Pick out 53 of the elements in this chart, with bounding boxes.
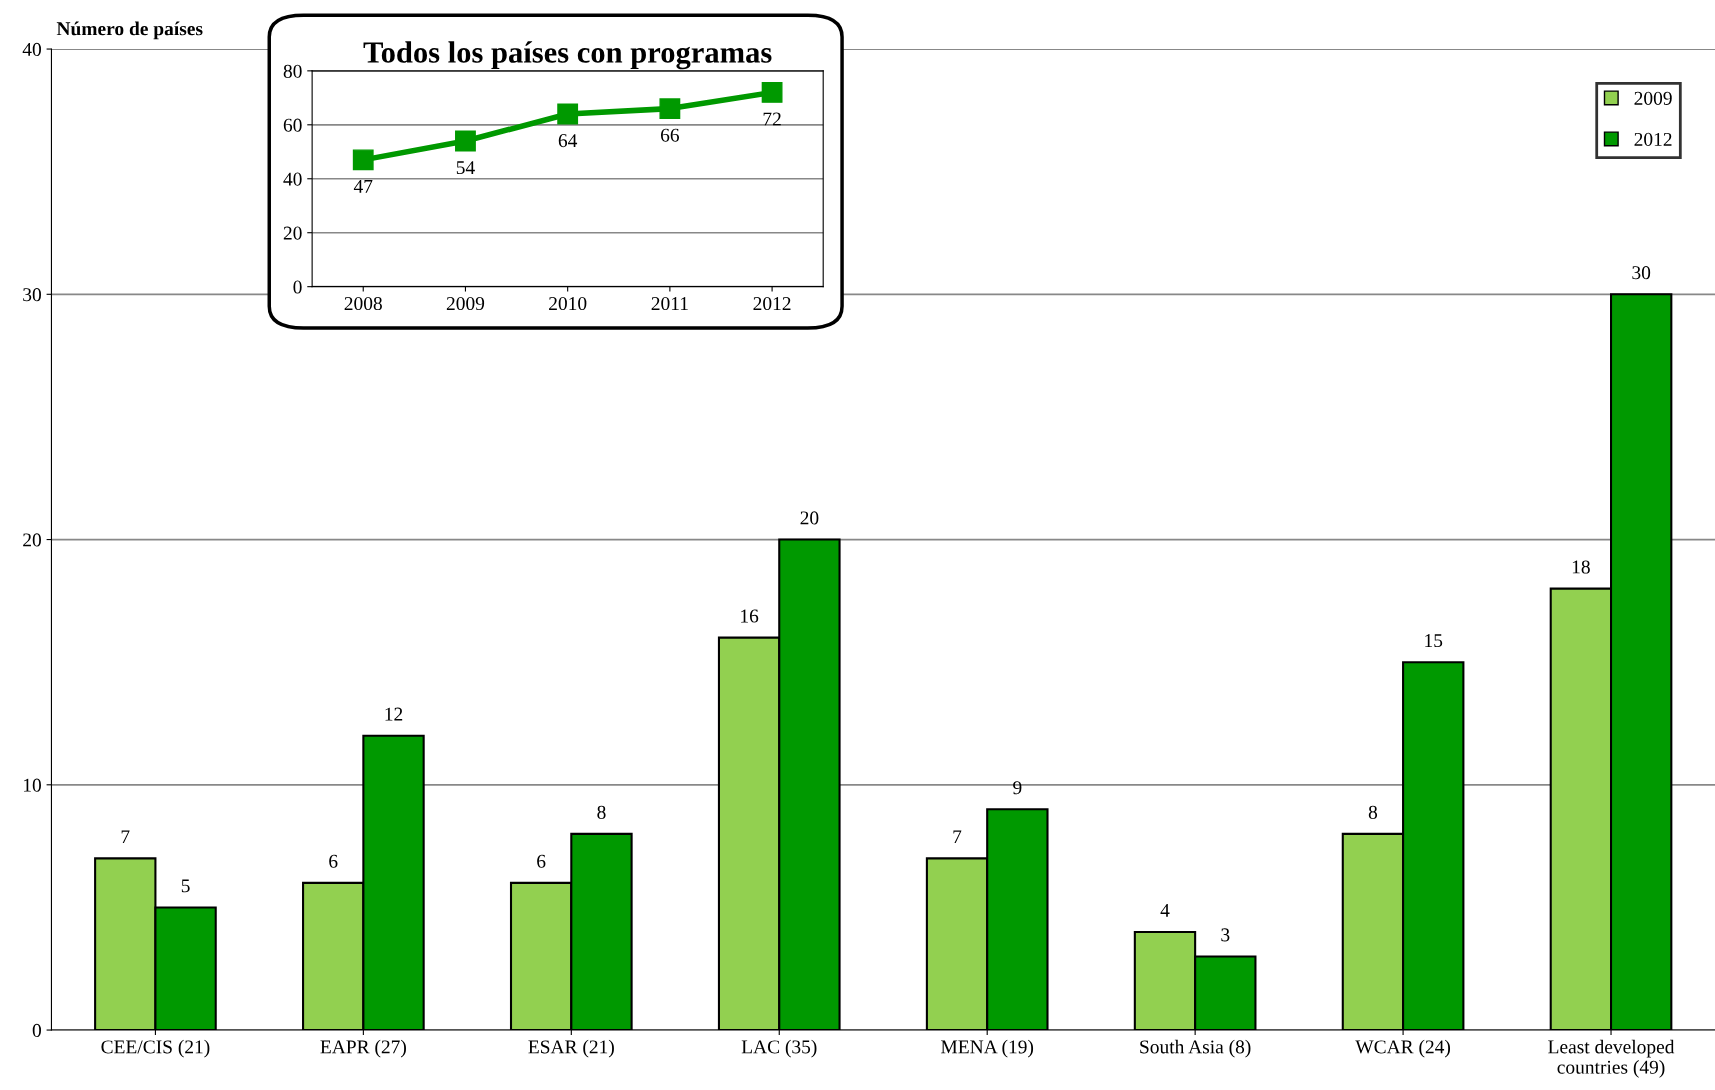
point: [352, 149, 374, 171]
point: [659, 98, 681, 120]
data-label: 6: [537, 854, 546, 868]
data-label: 47: [353, 180, 373, 193]
data-label: 3: [1221, 928, 1230, 942]
x-tick-label: EAPR (27): [320, 1039, 406, 1058]
y-tick-label: 0: [293, 280, 302, 294]
x-tick-label: WCAR (24): [1355, 1039, 1451, 1058]
y-axis-title: Número de países: [56, 21, 203, 40]
x-tick-label: 2012: [753, 296, 791, 311]
data-label: 66: [660, 128, 680, 142]
x-tick-label: CEE/CIS (21): [101, 1039, 210, 1058]
x-tick-label: LAC (35): [741, 1039, 817, 1058]
y-tick-label: 20: [23, 533, 41, 547]
point: [557, 103, 579, 125]
y-tick-label: 40: [22, 42, 41, 56]
x-tick-label: South Asia (8): [1140, 1039, 1251, 1058]
data-label: 4: [1160, 903, 1170, 917]
data-label: 72: [763, 112, 781, 126]
data-label: 8: [1368, 805, 1378, 819]
data-label: 18: [1572, 560, 1590, 574]
data-label: 6: [329, 854, 338, 868]
x-tick-label: 2008: [344, 296, 382, 311]
y-tick-label: 40: [283, 172, 302, 186]
y-tick-label: 20: [283, 226, 302, 240]
x-tick-label: Least developed countries (49): [1548, 1039, 1675, 1078]
y-tick-label: 10: [23, 778, 41, 792]
x-tick-label: 2011: [651, 296, 688, 311]
point: [761, 82, 783, 103]
data-label: 54: [456, 161, 475, 175]
legend-label: 2009: [1634, 91, 1672, 105]
x-tick-label: 2010: [549, 296, 587, 311]
data-label: 64: [558, 134, 578, 148]
data-label: 12: [385, 707, 403, 721]
data-label: 16: [741, 609, 759, 623]
y-tick-label: 0: [32, 1023, 41, 1037]
y-tick-label: 30: [23, 288, 41, 302]
x-tick-label: ESAR (21): [528, 1039, 614, 1058]
data-label: 7: [121, 830, 130, 844]
x-tick-label: 2009: [446, 296, 485, 311]
chart-title: Todos los países con programas: [363, 41, 772, 70]
legend-label: 2012: [1634, 132, 1672, 146]
data-label: 5: [181, 879, 190, 893]
y-tick-label: 80: [283, 64, 302, 78]
data-label: 8: [597, 805, 606, 819]
y-tick-label: 60: [283, 118, 302, 132]
data-label: 7: [953, 830, 962, 844]
data-label: 15: [1425, 634, 1443, 648]
x-tick-label: MENA (19): [941, 1039, 1034, 1058]
data-label: 20: [800, 511, 819, 525]
point: [455, 130, 476, 152]
data-label: 30: [1632, 266, 1651, 280]
data-label: 9: [1013, 781, 1022, 795]
